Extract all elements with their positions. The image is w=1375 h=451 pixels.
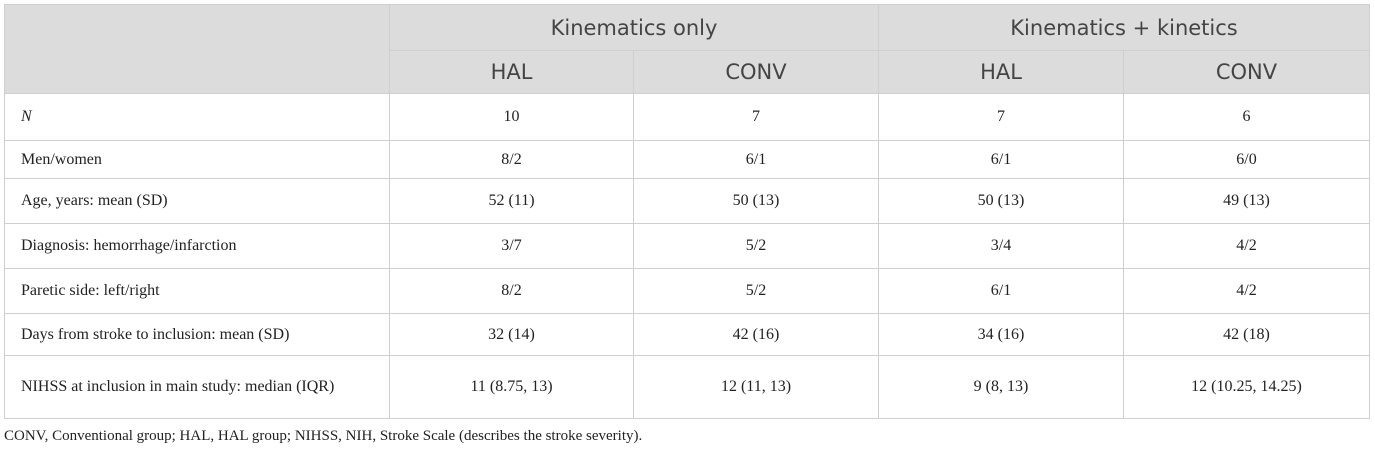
cell: 50 (13) <box>878 178 1124 224</box>
row-label: NIHSS at inclusion in main study: median… <box>4 355 390 419</box>
cell: 42 (18) <box>1122 313 1371 356</box>
cell: 6/1 <box>878 140 1124 179</box>
cell: 12 (11, 13) <box>633 355 879 419</box>
cell: 49 (13) <box>1122 178 1371 224</box>
cell: 8/2 <box>389 268 634 314</box>
cell: 4/2 <box>1122 268 1371 314</box>
cell: 9 (8, 13) <box>878 355 1124 419</box>
cell: 50 (13) <box>633 178 879 224</box>
table-row: NIHSS at inclusion in main study: median… <box>4 355 1371 419</box>
table-row: Diagnosis: hemorrhage/infarction 3/7 5/2 3/… <box>4 223 1371 269</box>
empty-header <box>4 4 390 94</box>
subgroup-header: CONV <box>633 50 879 94</box>
subgroup-header: CONV <box>1122 50 1371 94</box>
cell: 12 (10.25, 14.25) <box>1122 355 1371 419</box>
row-label: Men/women <box>4 140 390 179</box>
subgroup-header: HAL <box>878 50 1124 94</box>
cell: 7 <box>878 93 1124 141</box>
cell: 6/1 <box>633 140 879 179</box>
cell: 32 (14) <box>389 313 634 356</box>
cell: 8/2 <box>389 140 634 179</box>
group-header: Kinematics + kinetics <box>877 4 1371 51</box>
cell: 6/0 <box>1122 140 1371 179</box>
cell: 4/2 <box>1122 223 1371 269</box>
table-row: Age, years: mean (SD) 52 (11) 50 (13) 50 (1… <box>4 178 1371 224</box>
cell: 3/4 <box>878 223 1124 269</box>
cell: 52 (11) <box>389 178 634 224</box>
cell: 34 (16) <box>878 313 1124 356</box>
row-label: Paretic side: left/right <box>4 268 390 314</box>
cell: 11 (8.75, 13) <box>389 355 634 419</box>
row-label: Age, years: mean (SD) <box>4 178 390 224</box>
cell: 3/7 <box>389 223 634 269</box>
subgroup-header-row: HAL CONV HAL CONV <box>5 50 1371 94</box>
subgroup-header: HAL <box>389 50 634 94</box>
row-label: Days from stroke to inclusion: mean (SD) <box>4 313 390 356</box>
cell: 10 <box>389 93 634 141</box>
row-label: Diagnosis: hemorrhage/infarction <box>4 223 390 269</box>
group-header-row: Kinematics only Kinematics + kinetics <box>4 4 1371 94</box>
cell: 5/2 <box>633 223 879 269</box>
table-row: Days from stroke to inclusion: mean (SD)… <box>4 313 1371 356</box>
row-label: N <box>4 93 390 141</box>
table-row: Men/women 8/2 6/1 6/1 6/0 <box>4 140 1371 179</box>
cell: 7 <box>633 93 879 141</box>
cell: 5/2 <box>633 268 879 314</box>
data-table: Kinematics only Kinematics + kinetics HA… <box>4 4 1371 419</box>
footnote: CONV, Conventional group; HAL, HAL group… <box>4 428 643 444</box>
cell: 6/1 <box>878 268 1124 314</box>
group-header: Kinematics only <box>389 4 879 51</box>
table-row: N 10 7 7 6 <box>4 93 1371 141</box>
cell: 42 (16) <box>633 313 879 356</box>
table-row: Paretic side: left/right 8/2 5/2 6/1 4/2 <box>4 268 1371 314</box>
cell: 6 <box>1122 93 1371 141</box>
